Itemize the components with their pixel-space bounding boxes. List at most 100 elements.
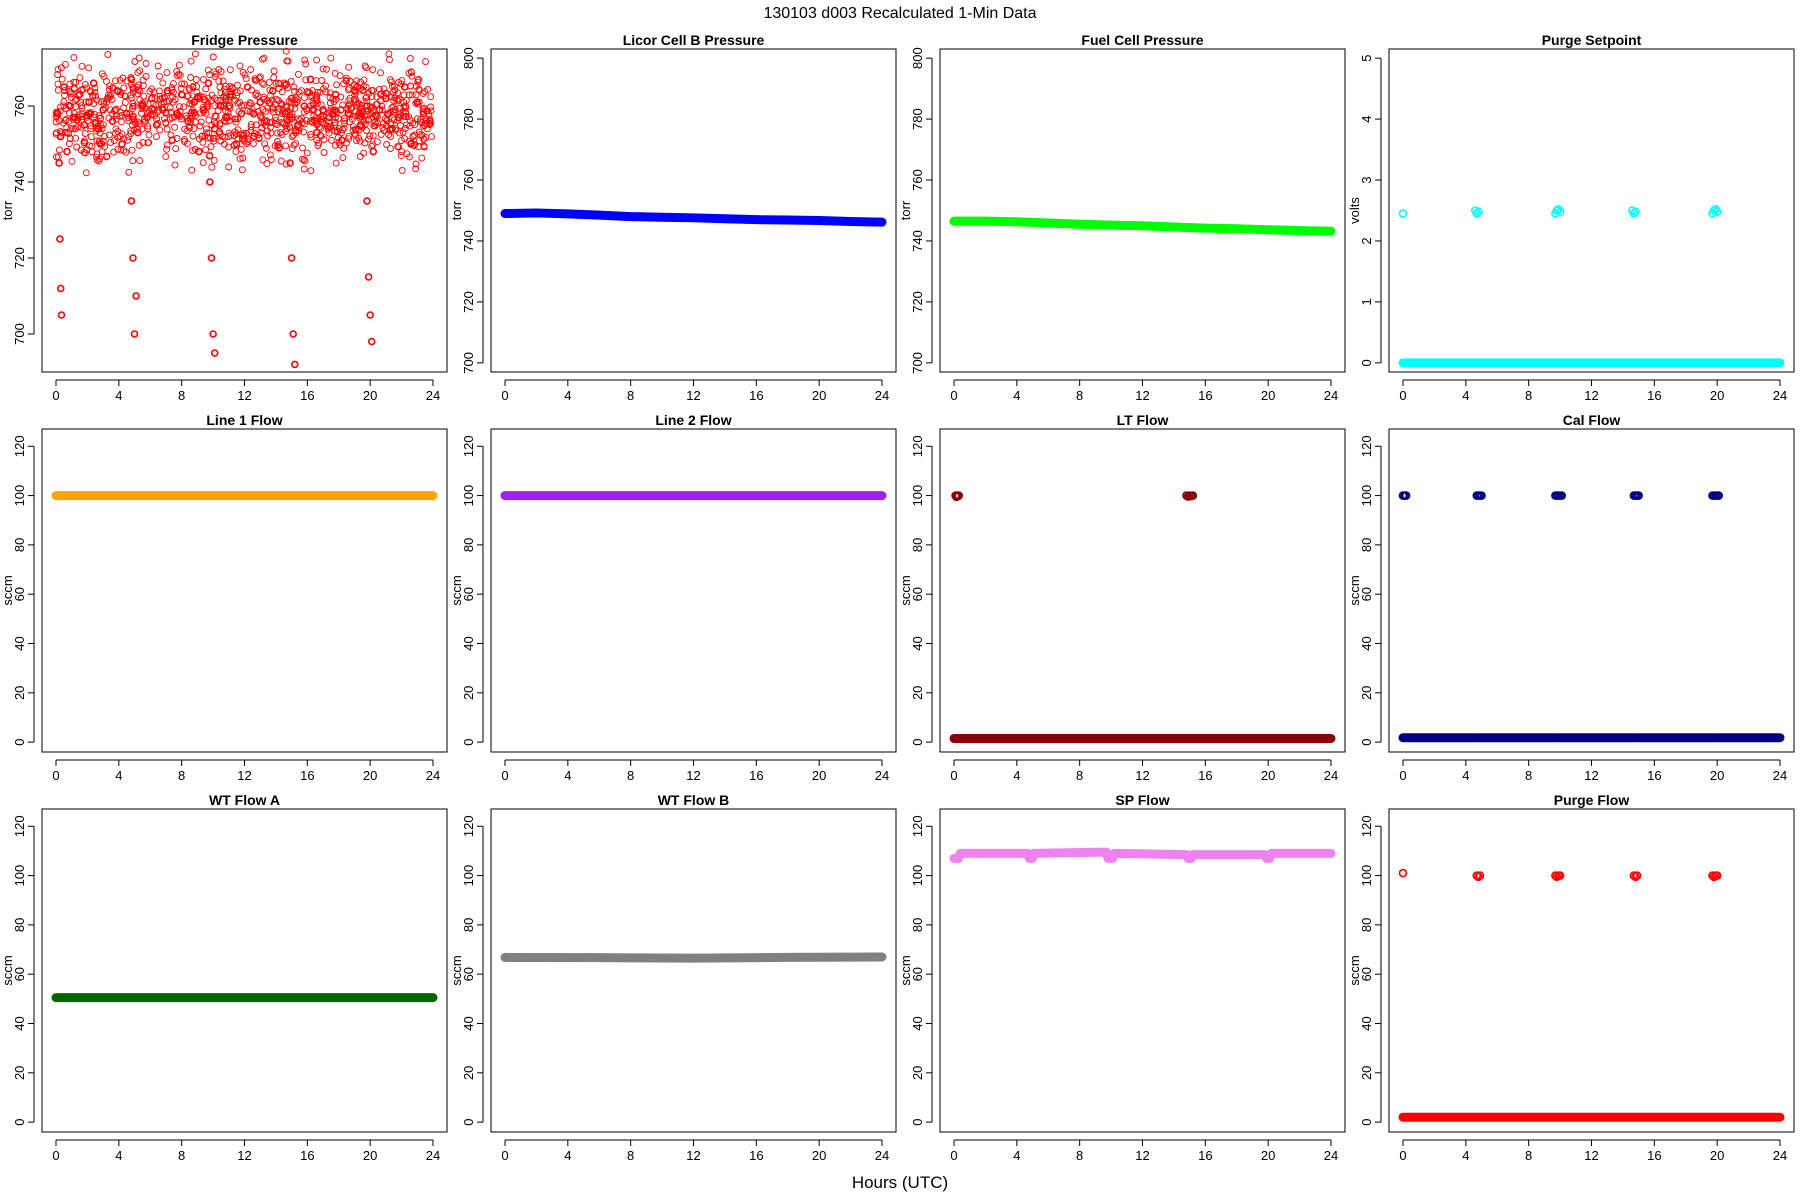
data-point: [125, 168, 133, 176]
data-point: [222, 118, 230, 125]
data-point: [341, 117, 349, 125]
y-tick-label: 120: [910, 435, 925, 457]
data-point: [127, 197, 136, 205]
data-point: [251, 129, 259, 137]
data-point: [261, 140, 269, 148]
data-point: [406, 55, 414, 62]
data-point: [356, 152, 364, 160]
data-point: [424, 85, 432, 93]
y-tick-label: 120: [461, 435, 476, 457]
data-point: [78, 110, 86, 118]
data-point: [77, 98, 85, 106]
x-tick-label: 20: [363, 768, 377, 783]
data-point: [331, 141, 339, 149]
data-point: [323, 65, 330, 73]
data-point: [99, 121, 107, 129]
data-point: [357, 78, 365, 86]
y-axis-label: sccm: [0, 955, 15, 985]
x-tick-label: 20: [363, 388, 377, 403]
data-point: [199, 138, 207, 146]
y-tick-label: 0: [910, 1119, 925, 1126]
data-point: [210, 156, 218, 164]
x-tick-label: 8: [627, 388, 634, 403]
y-tick-label: 20: [1359, 1066, 1374, 1080]
data-point: [249, 140, 257, 148]
data-point: [427, 107, 435, 115]
data-point: [63, 147, 71, 156]
data-point: [345, 63, 353, 71]
data-point: [254, 108, 262, 116]
y-tick-label: 0: [1359, 739, 1374, 746]
data-point: [134, 69, 142, 77]
data-point: [132, 292, 140, 300]
data-point: [259, 156, 267, 164]
data-point: [207, 254, 216, 262]
x-tick-label: 12: [1584, 768, 1598, 783]
data-point: [292, 140, 300, 148]
data-point: [301, 94, 308, 102]
data-point: [169, 93, 177, 101]
data-point: [275, 144, 283, 152]
panel-purge-flow: Purge Flow sccm 0 4 8 12 16 20 24 0 20 40 60 80 100 120: [1347, 792, 1795, 1163]
data-point: [420, 135, 428, 143]
data-point: [298, 115, 306, 122]
data-point: [383, 141, 391, 148]
data-point: [262, 144, 270, 152]
y-tick-label: 120: [1359, 815, 1374, 837]
data-point: [312, 97, 320, 105]
data-point: [189, 132, 197, 140]
data-point: [187, 57, 195, 65]
data-point: [333, 81, 341, 89]
data-point: [382, 94, 390, 103]
data-point: [356, 121, 365, 129]
data-point: [163, 87, 172, 95]
y-tick-label: 2: [1359, 237, 1374, 244]
y-tick-label: 60: [910, 967, 925, 981]
data-point: [85, 64, 93, 72]
data-point: [256, 98, 265, 106]
x-tick-label: 16: [1198, 768, 1212, 783]
y-tick-label: 0: [12, 1119, 27, 1126]
data-point: [422, 58, 429, 66]
data-point: [175, 61, 183, 69]
plot-frame: [490, 428, 897, 753]
data-point: [136, 67, 144, 75]
data-point: [323, 122, 331, 130]
data-point: [171, 123, 179, 131]
data-point: [78, 113, 86, 120]
x-tick-label: 16: [1198, 388, 1212, 403]
data-point: [351, 91, 359, 99]
data-point: [270, 67, 278, 75]
data-point: [112, 115, 120, 123]
x-tick-label: 12: [237, 1148, 251, 1163]
data-point: [150, 106, 158, 114]
data-point: [53, 129, 60, 137]
panel-title: LT Flow: [1117, 412, 1169, 428]
data-point: [58, 75, 66, 83]
data-point: [68, 157, 76, 165]
data-point: [142, 73, 150, 80]
panel-fridge-pressure: Fridge Pressure torr 0 4 8 12 16 20 24 700 720 740 7…: [0, 32, 448, 403]
data-point: [272, 101, 280, 109]
data-point: [397, 151, 405, 159]
data-point: [156, 72, 163, 80]
y-tick-label: 60: [461, 587, 476, 601]
data-point: [99, 106, 107, 114]
data-point: [1555, 871, 1565, 880]
data-point: [54, 80, 62, 88]
data-point: [272, 95, 280, 103]
data-point: [178, 80, 186, 88]
data-point: [204, 94, 212, 102]
data-point: [53, 153, 60, 161]
data-point: [98, 125, 106, 132]
data-point: [364, 116, 372, 124]
data-point: [362, 64, 370, 72]
data-point: [145, 131, 153, 139]
data-point: [344, 109, 353, 118]
data-point: [90, 100, 98, 107]
data-point: [206, 178, 214, 186]
y-tick-label: 80: [1359, 538, 1374, 552]
data-point: [268, 96, 276, 104]
data-point: [363, 127, 370, 134]
data-point: [136, 96, 144, 104]
